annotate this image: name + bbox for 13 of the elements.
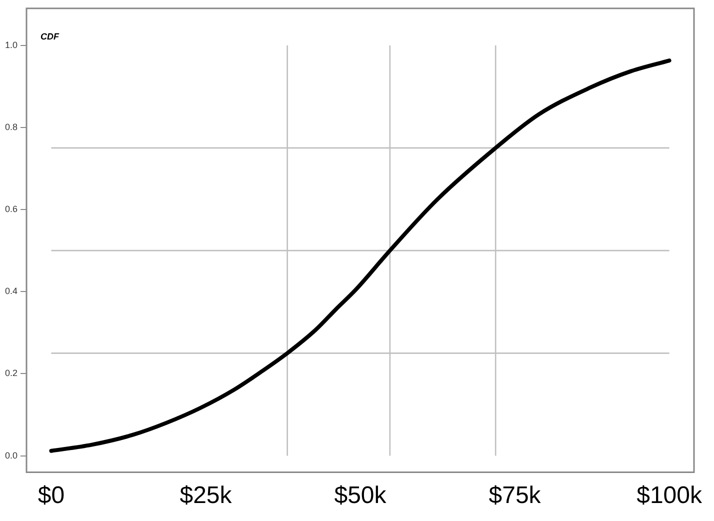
y-tick-label: 0.4 — [4, 286, 18, 296]
annotation: CDF — [40, 31, 60, 42]
x-tick-label: $75k — [488, 482, 542, 510]
x-tick-label: $25k — [180, 482, 233, 510]
x-tick-label: $100k — [636, 482, 703, 510]
y-tick-label: 1.0 — [4, 40, 18, 50]
line-series — [49, 58, 672, 453]
y-tick-label: 0.2 — [4, 368, 18, 378]
y-tick-label: 0.6 — [4, 204, 18, 214]
x-tick-label: $50k — [334, 482, 388, 510]
y-tick-label: 0.8 — [4, 122, 18, 132]
x-tick-label: $0 — [38, 482, 65, 510]
y-tick-label: 0.0 — [4, 450, 18, 460]
